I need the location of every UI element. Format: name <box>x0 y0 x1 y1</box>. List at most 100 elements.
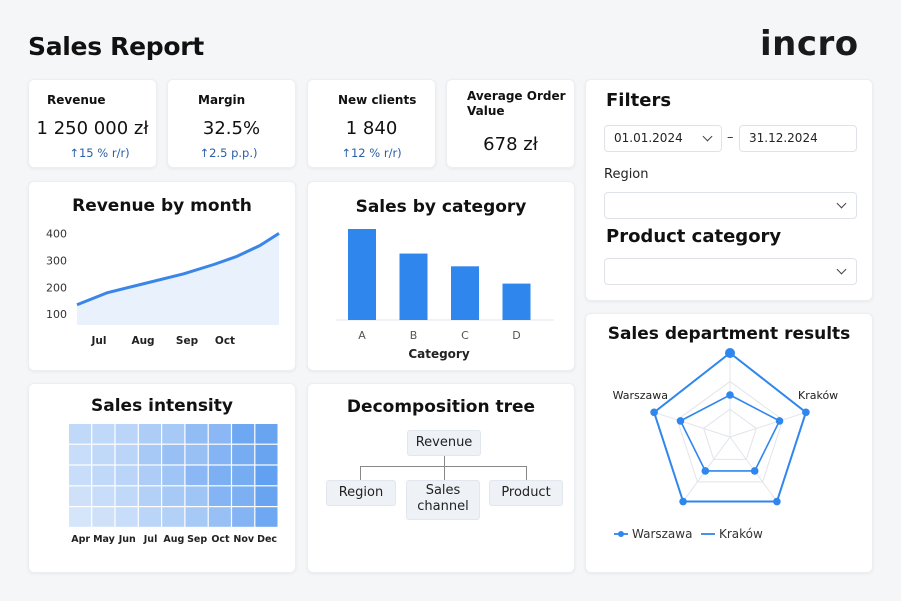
kpi-delta: ↑12 % r/r) <box>341 146 402 160</box>
radar-point <box>726 391 734 399</box>
x-tick-label: May <box>93 534 116 545</box>
revenue-line-chart: 400 300 200 100 Jul Aug Sep Oct <box>46 227 280 347</box>
date-from-value: 01.01.2024 <box>614 131 683 145</box>
kpi-value: 32.5% <box>202 118 261 139</box>
kpi-card-average-order-value[interactable]: Average Order Value 678 zł <box>446 79 575 168</box>
kpi-card-new-clients[interactable]: New clients 1 840 ↑12 % r/r) <box>307 79 436 168</box>
radar-series-line <box>679 394 781 472</box>
page-title: Sales Report <box>28 32 204 61</box>
radar-point <box>775 417 784 425</box>
heatmap-cell <box>92 444 115 465</box>
x-tick-label: D <box>512 329 520 342</box>
chevron-down-icon <box>702 131 713 142</box>
radar-point <box>676 417 685 425</box>
x-tick-label: Sep <box>176 335 199 347</box>
legend-label: Warszawa <box>632 527 692 541</box>
heatmap-cell <box>92 486 115 506</box>
revenue-line <box>76 232 280 307</box>
radar-axis-label: Kraków <box>798 389 838 402</box>
y-tick-label: 400 <box>46 227 67 240</box>
tree-node-product[interactable]: Product <box>489 480 563 506</box>
heatmap-cell <box>115 507 138 527</box>
tree-connector <box>444 456 445 466</box>
heatmap-cell <box>138 465 161 486</box>
x-tick-label: C <box>461 329 469 342</box>
tree-connector <box>360 466 361 480</box>
y-tick-label: 100 <box>46 308 67 321</box>
radar-spoke <box>649 410 731 438</box>
heatmap-cell <box>255 465 278 486</box>
radar-point <box>679 497 687 506</box>
heatmap-cell <box>208 465 231 486</box>
radar-grid <box>703 408 757 460</box>
heatmap-cell <box>69 465 92 486</box>
y-tick-label: 300 <box>46 254 67 267</box>
heatmap-cell <box>208 507 231 527</box>
chevron-down-icon <box>836 198 847 209</box>
heatmap-cell <box>185 465 208 486</box>
radar-chart: Kraków Warszawa Warszawa Kraków <box>613 348 838 541</box>
heatmap-cell <box>185 486 208 506</box>
revenue-chart-card: Revenue by month 400 300 200 100 Jul Aug Sep Oc… <box>28 181 296 371</box>
heatmap-cell <box>232 507 255 527</box>
tree-connector <box>526 466 527 480</box>
radar-spoke <box>729 410 811 438</box>
chart-title: Decomposition tree <box>346 397 536 417</box>
legend-marker <box>618 531 624 537</box>
heatmap-cell <box>138 424 161 444</box>
x-tick-label: Oct <box>211 534 230 545</box>
kpi-card-revenue[interactable]: Revenue 1 250 000 zł ↑15 % r/r) <box>28 79 157 168</box>
kpi-title: Average Order Value <box>467 89 566 118</box>
date-separator: – <box>727 130 734 145</box>
area-fill <box>77 233 279 325</box>
bar <box>451 266 479 320</box>
date-to-value: 31.12.2024 <box>749 131 818 145</box>
x-tick-label: Jul <box>91 335 107 347</box>
radar-point <box>701 467 710 475</box>
kpi-title: Margin <box>198 93 246 107</box>
heatmap-cell <box>138 507 161 527</box>
date-from-select[interactable]: 01.01.2024 <box>604 125 722 152</box>
kpi-title: Revenue <box>47 93 106 107</box>
kpi-value: 678 zł <box>483 134 538 155</box>
bar <box>348 229 376 320</box>
date-to-input[interactable]: 31.12.2024 <box>739 125 857 152</box>
bar <box>502 283 531 320</box>
brand-logo: incro <box>760 24 859 64</box>
kpi-value: 1 840 <box>345 118 398 139</box>
category-bar-chart: A B C D Category <box>336 229 554 361</box>
x-tick-label: B <box>410 329 418 342</box>
heatmap-cell <box>92 424 115 444</box>
product-category-label: Product category <box>606 226 782 247</box>
heatmap-cell <box>115 465 138 486</box>
region-select[interactable] <box>604 192 857 219</box>
x-tick-label: Nov <box>233 534 254 545</box>
heatmap-cell <box>162 507 185 527</box>
tree-node-sales-channel[interactable]: Sales channel <box>406 480 480 520</box>
category-chart-card: Sales by category A B C D Category <box>307 181 575 371</box>
heatmap-cell <box>208 424 231 444</box>
tree-node-region[interactable]: Region <box>326 480 396 506</box>
sales-heatmap: Apr May Jun Jul Aug Sep Oct Nov Dec <box>69 424 278 545</box>
y-tick-label: 200 <box>46 281 67 294</box>
decomposition-tree-card: Decomposition tree Revenue Region Sales … <box>307 383 575 573</box>
x-axis-label: Category <box>408 347 470 361</box>
heatmap-cell <box>115 486 138 506</box>
product-category-select[interactable] <box>604 258 857 285</box>
heatmap-card: Sales intensity Apr May Jun Jul Aug Sep Oct Nov… <box>28 383 296 573</box>
heatmap-cell <box>69 486 92 506</box>
heatmap-cell <box>69 507 92 527</box>
tree-connector <box>360 466 526 467</box>
heatmap-cell <box>69 444 92 465</box>
filters-title: Filters <box>606 90 672 111</box>
heatmap-cell <box>255 507 278 527</box>
heatmap-cell <box>138 444 161 465</box>
x-tick-label: Sep <box>187 534 207 545</box>
heatmap-cell <box>115 444 138 465</box>
kpi-card-margin[interactable]: Margin 32.5% ↑2.5 p.p.) <box>167 79 296 168</box>
tree-node-root[interactable]: Revenue <box>407 430 481 456</box>
heatmap-cell <box>208 444 231 465</box>
heatmap-cell <box>138 486 161 506</box>
heatmap-cell <box>185 507 208 527</box>
